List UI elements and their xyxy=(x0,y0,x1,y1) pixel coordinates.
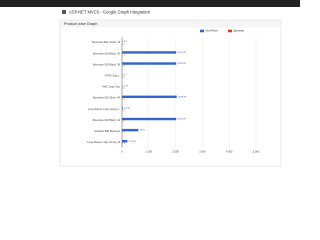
bar xyxy=(122,128,139,132)
panel xyxy=(59,19,282,167)
value-label: 2 xyxy=(124,110,126,112)
y-tick-label: Mountain-100 Black, 44 xyxy=(93,118,121,122)
value-label: 1 xyxy=(124,132,126,134)
page-heading: ASP.NET MVC5 - Google Graph Integration xyxy=(69,10,151,15)
plot-area: 0 1,000 2,000 3,000 4,000 5,000 Unit Price Quan… xyxy=(87,29,260,154)
y-tick-label: Mountain-100 Black, 38 xyxy=(93,62,121,66)
value-label: 5.7 xyxy=(124,74,128,76)
legend-label: Unit Price xyxy=(206,29,219,33)
y-tick-label: Mountain-100 Silver, 44 xyxy=(93,96,121,100)
legend-swatch xyxy=(228,29,232,33)
legend-swatch xyxy=(200,29,204,33)
bar xyxy=(122,51,177,54)
y-tick-label: Mountain-100 Black, 42 xyxy=(93,51,121,55)
y-tick-label: AWC Logo Cap xyxy=(102,85,120,89)
value-label: 2 xyxy=(124,43,126,45)
bar xyxy=(122,106,123,110)
y-tick-label: Headset Ball Bearings xyxy=(94,129,120,133)
value-label: 1 xyxy=(124,54,126,56)
x-tick-label: 1,000 xyxy=(146,150,153,154)
value-label: 3 xyxy=(124,143,126,145)
x-tick-label: 2,000 xyxy=(172,150,179,154)
x-tick-label: 5,000 xyxy=(253,150,260,154)
value-label: 3 xyxy=(124,66,126,68)
y-tick-label: Long-Sleeve Logo Jersey, L xyxy=(88,107,121,111)
value-label: 9.5 xyxy=(124,41,128,43)
chart-title: Product wise Graph xyxy=(64,22,97,26)
x-tick-label: 0 xyxy=(121,150,123,154)
bar xyxy=(122,140,128,143)
value-label: 1 xyxy=(124,99,126,101)
x-tick-label: 3,000 xyxy=(199,150,206,154)
value-label: 2 xyxy=(124,121,126,123)
value-label: 4 xyxy=(124,77,126,79)
value-label: 2039.99 xyxy=(178,96,187,98)
y-tick-label: Mountain Bike Socks, M xyxy=(92,40,120,44)
value-label: 609.2 xyxy=(140,130,146,132)
bar xyxy=(122,62,177,65)
value-label: 6 xyxy=(124,88,126,90)
logo-icon xyxy=(62,10,66,14)
bar xyxy=(122,117,177,121)
value-label: 2024.99 xyxy=(178,63,187,65)
value-label: 201.68 xyxy=(129,141,136,143)
value-label: 2024.99 xyxy=(178,119,187,121)
legend-label: Quantity xyxy=(234,29,245,33)
value-label: 2024.99 xyxy=(178,52,187,54)
screenshot: ASP.NET MVC5 - Google Graph Integration … xyxy=(0,0,300,167)
value-label: 5.19 xyxy=(124,85,129,87)
value-label: 27.49 xyxy=(124,108,130,110)
navbar xyxy=(0,0,300,7)
bar xyxy=(122,95,177,99)
y-tick-label: HYPE Cap, L xyxy=(105,74,121,78)
x-tick-label: 4,000 xyxy=(226,150,233,154)
y-tick-label: Long-Sleeve Logo Jersey, M xyxy=(87,140,120,144)
panel-header xyxy=(60,20,281,28)
page: {"page": {"heading": "ASP.NET MVC5 - Goo… xyxy=(0,0,300,168)
